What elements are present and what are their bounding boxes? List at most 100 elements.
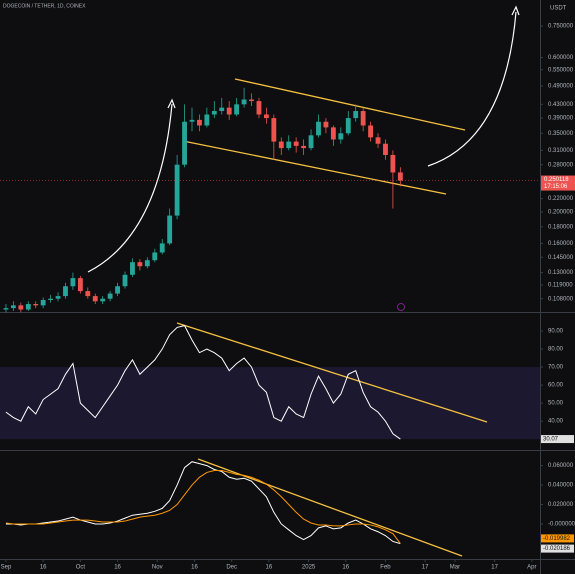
x-tick-label: Mar	[450, 565, 460, 571]
candle-body	[182, 121, 187, 165]
candle-body	[308, 135, 314, 149]
indicator-line	[5, 461, 401, 545]
candle-body	[316, 121, 321, 136]
candle-body	[211, 111, 217, 115]
candle-body	[263, 114, 269, 119]
y-tick-label: 0.280000	[548, 162, 574, 168]
candle-body	[271, 118, 277, 142]
candle-body	[25, 304, 31, 310]
price-label: 0.250118	[544, 177, 569, 183]
x-tick-label: Sep	[1, 565, 12, 571]
candle-body	[241, 99, 247, 105]
candle-body	[397, 172, 403, 181]
trend-line	[176, 322, 488, 423]
x-tick-label: Apr	[527, 565, 536, 571]
candle-body	[390, 154, 396, 173]
y-tick-label: 0.490000	[548, 84, 574, 90]
chart-title: DOGECOIN / TETHER, 1D, COINEX	[3, 3, 86, 9]
candle-body	[10, 305, 16, 309]
candle-body	[219, 107, 225, 112]
candle-body	[368, 125, 374, 138]
candle-body	[144, 260, 150, 267]
x-tick-label: 16	[191, 565, 198, 571]
candle-body	[92, 296, 98, 302]
y-tick-label: 50.00	[548, 401, 564, 407]
x-tick-label: 17	[422, 565, 429, 571]
y-tick-label: 0.020000	[548, 502, 574, 508]
candle-body	[100, 298, 106, 302]
trend-line	[234, 78, 466, 131]
countdown: 17:15:06	[544, 184, 568, 190]
candle-body	[167, 215, 173, 244]
candle-body	[301, 145, 307, 149]
y-tick-label: 80.00	[548, 347, 564, 353]
trend-line	[182, 140, 447, 195]
arrow-head	[511, 5, 520, 16]
y-tick-label: 0.200000	[548, 210, 574, 216]
y-tick-label: 0.430000	[548, 102, 574, 108]
y-tick-label: 0.310000	[548, 148, 574, 154]
candle-body	[40, 299, 46, 306]
y-tick-label: 0.550000	[548, 67, 574, 73]
candle-body	[360, 111, 366, 126]
y-tick-label: 0.119000	[548, 283, 573, 289]
arrow	[427, 11, 517, 167]
candle-body	[33, 304, 39, 306]
x-tick-label: 16	[114, 565, 121, 571]
candle-body	[345, 118, 351, 134]
price-label-box	[541, 175, 575, 191]
candle-body	[353, 111, 359, 119]
candle-body	[63, 286, 68, 297]
x-tick-label: 16	[342, 565, 349, 571]
y-tick-label: -0.000000	[548, 522, 575, 528]
x-tick-label: 2025	[302, 565, 316, 571]
candle-body	[137, 262, 143, 267]
candle-body	[249, 99, 254, 102]
candle-body	[18, 305, 24, 310]
candle-body	[152, 252, 158, 261]
y-tick-label: 0.180000	[548, 224, 574, 230]
candle-body	[278, 141, 284, 149]
value-label: -0.020186	[543, 546, 571, 552]
candle-body	[256, 101, 262, 115]
y-tick-label: 0.040000	[548, 483, 574, 489]
value-label-box	[541, 435, 574, 444]
value-label-box	[541, 544, 574, 553]
candle-body	[323, 121, 329, 128]
candle-body	[375, 137, 381, 144]
y-tick-label: 90.00	[548, 329, 564, 335]
y-tick-label: 0.390000	[548, 116, 574, 122]
x-tick-label: 16	[40, 565, 47, 571]
y-tick-label: 0.600000	[548, 55, 574, 61]
candle-body	[189, 119, 195, 122]
candle-body	[115, 286, 120, 294]
value-label-box	[541, 534, 574, 543]
candle-body	[159, 243, 165, 253]
y-tick-label: 0.145000	[548, 255, 574, 261]
candle-body	[226, 107, 232, 115]
candle-body	[48, 298, 54, 300]
candle-body	[107, 293, 113, 299]
y-tick-label: 40.00	[548, 419, 564, 425]
candle-body	[383, 143, 388, 155]
arrow-head	[167, 98, 176, 109]
x-tick-label: Feb	[380, 565, 391, 571]
candle-body	[130, 262, 135, 275]
candle-body	[77, 278, 83, 292]
candle-body	[85, 291, 91, 297]
candle-body	[338, 133, 344, 140]
candle-body	[293, 141, 299, 146]
y-tick-label: 0.160000	[548, 241, 574, 247]
candle-body	[197, 119, 202, 126]
y-tick-label: 0.060000	[548, 463, 574, 469]
x-tick-label: 17	[491, 565, 498, 571]
candle-body	[3, 308, 9, 310]
candle-body	[70, 278, 76, 287]
y-tick-label: 70.00	[548, 365, 564, 371]
value-label: -0.019982	[543, 536, 571, 542]
x-tick-label: 16	[266, 565, 273, 571]
y-tick-label: 60.00	[548, 383, 564, 389]
unit-label: USDT	[550, 6, 567, 12]
